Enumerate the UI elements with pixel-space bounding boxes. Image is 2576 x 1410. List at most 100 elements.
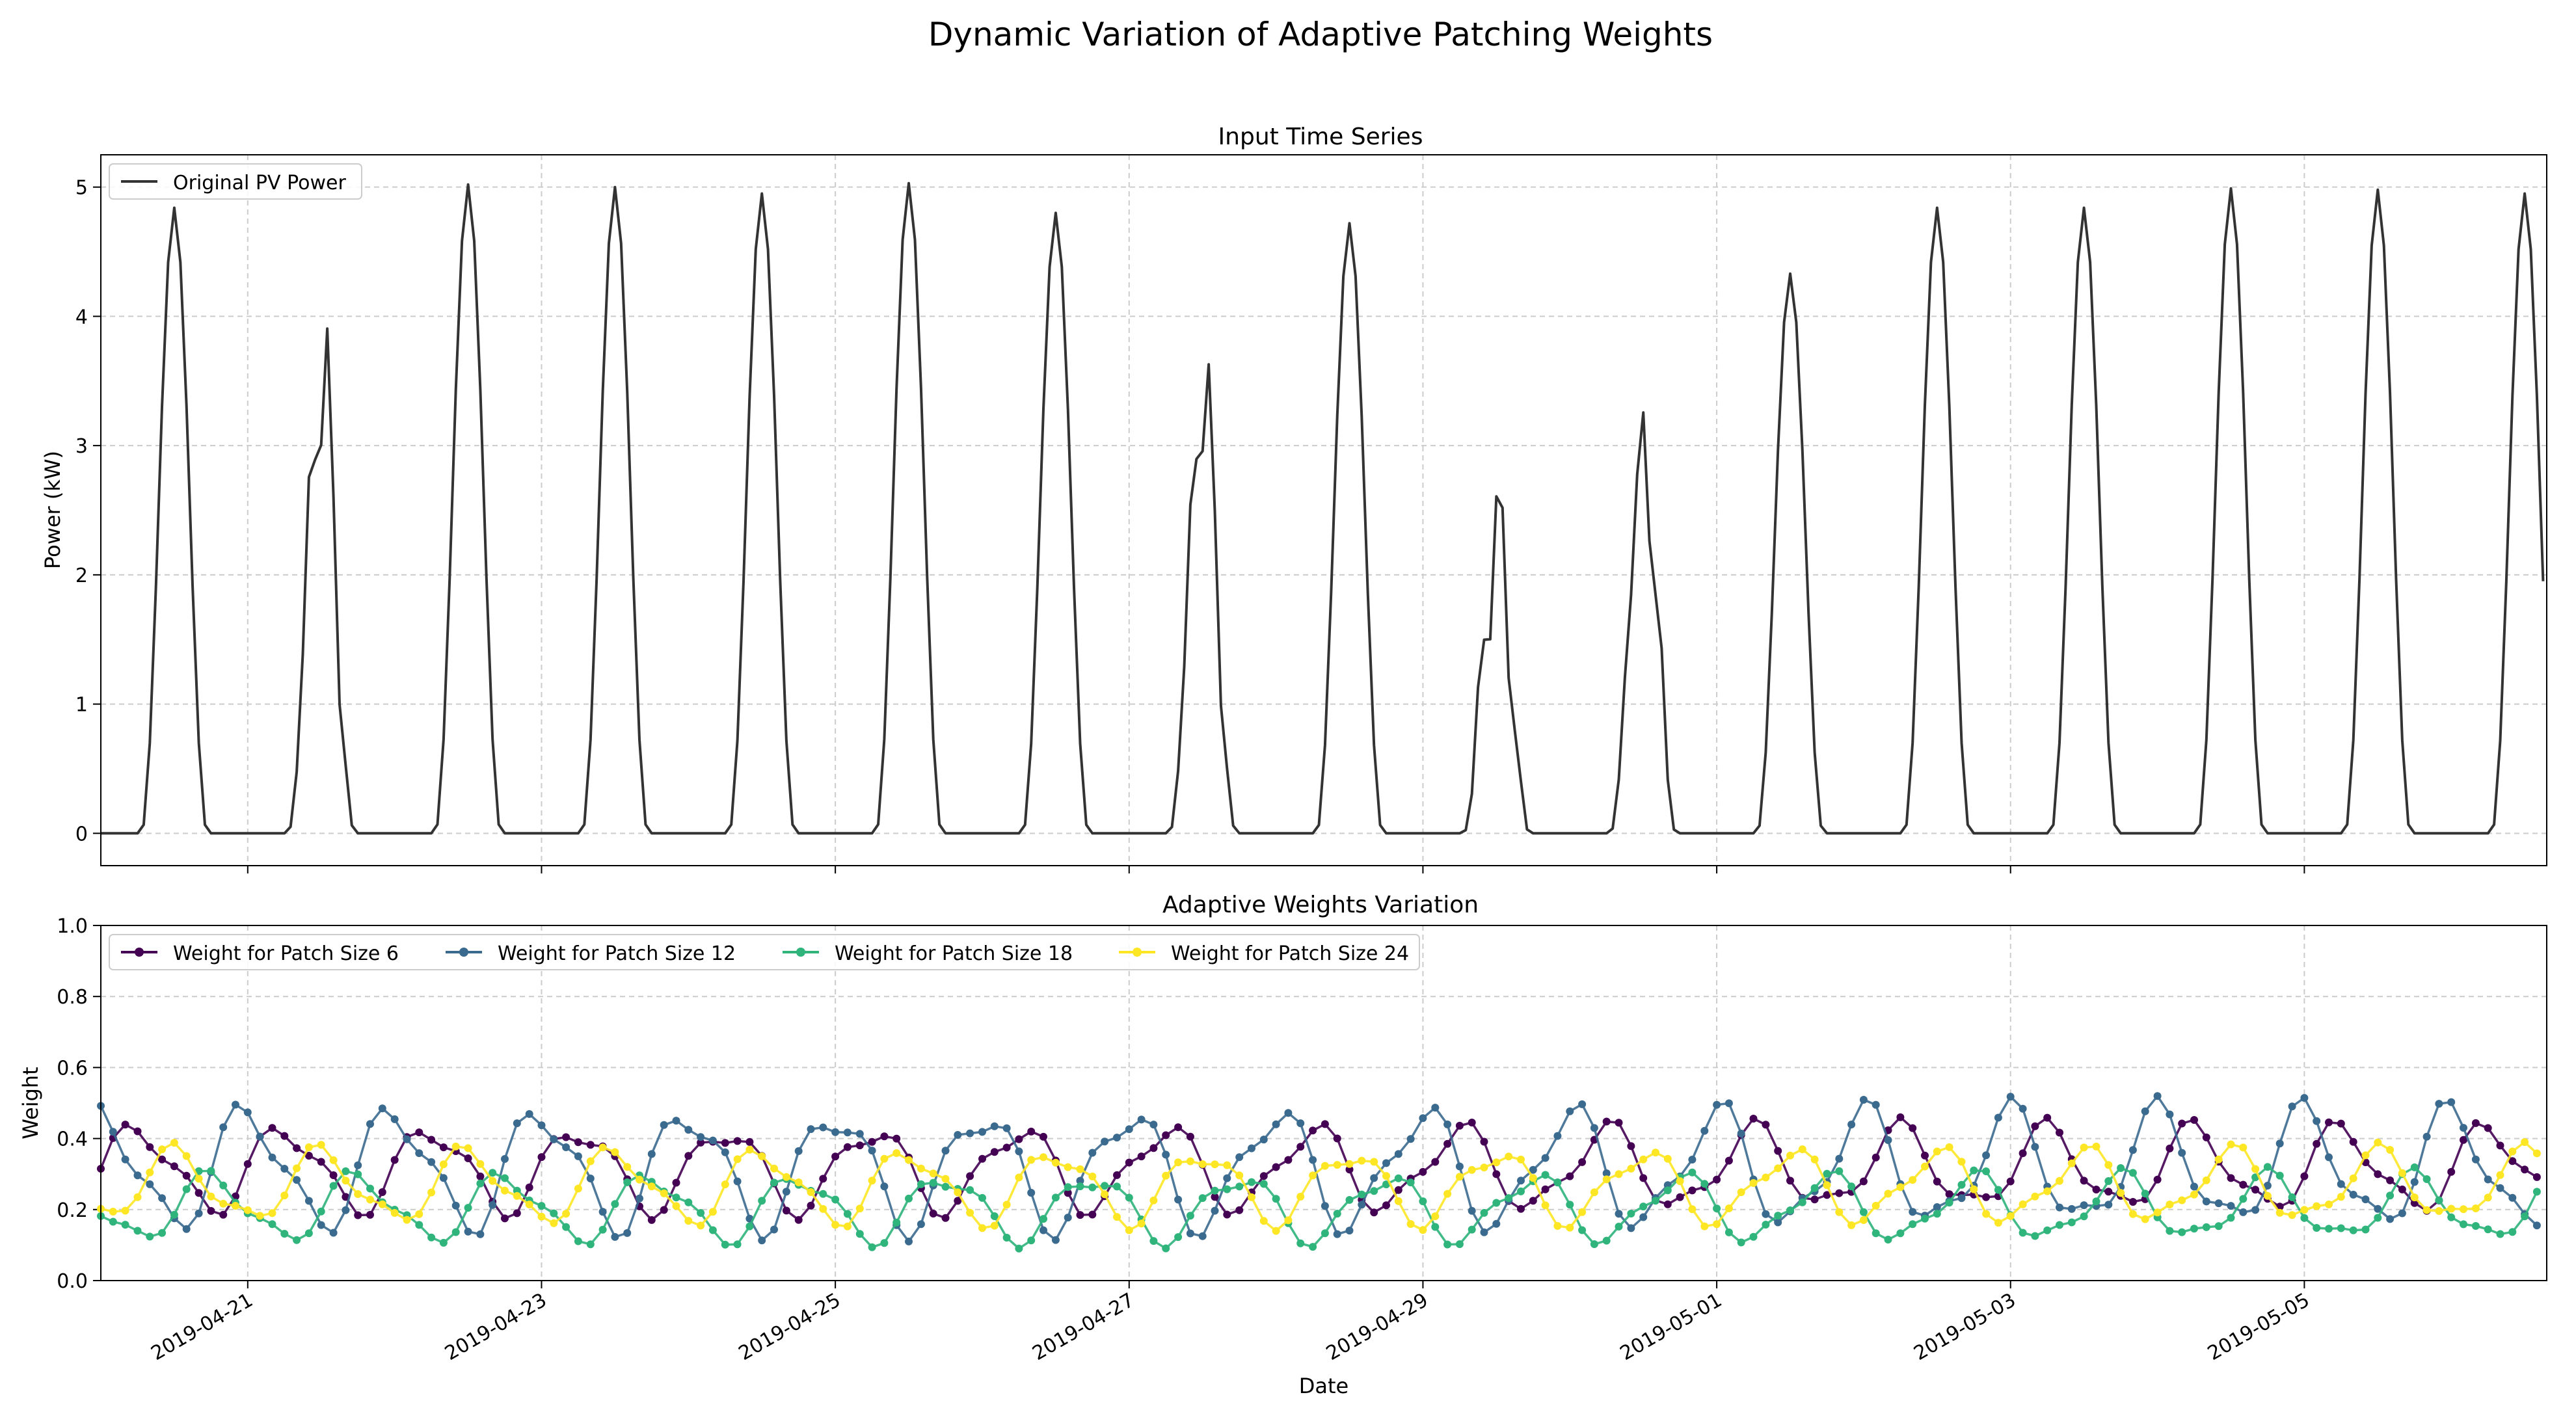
series-point-3 (1896, 1183, 1905, 1191)
series-point-1 (1872, 1100, 1880, 1109)
series-point-3 (1847, 1221, 1856, 1229)
series-point-0 (672, 1178, 680, 1187)
series-point-1 (2104, 1201, 2113, 1209)
series-point-1 (1639, 1213, 1648, 1221)
series-point-3 (1468, 1165, 1476, 1174)
series-point-2 (843, 1210, 852, 1218)
series-point-2 (1602, 1236, 1611, 1245)
series-point-0 (1284, 1156, 1293, 1164)
series-point-1 (2471, 1155, 2480, 1164)
series-point-2 (501, 1174, 509, 1182)
series-point-1 (304, 1197, 313, 1205)
series-point-2 (489, 1169, 497, 1177)
series-point-2 (1259, 1180, 1268, 1188)
series-point-2 (354, 1170, 362, 1178)
series-point-1 (1345, 1227, 1354, 1235)
series-point-3 (1713, 1220, 1721, 1229)
series-point-2 (2313, 1224, 2321, 1232)
series-point-1 (1419, 1114, 1427, 1123)
series-point-2 (1394, 1174, 1402, 1182)
series-point-1 (256, 1132, 264, 1141)
series-point-1 (537, 1121, 546, 1130)
series-point-1 (2288, 1102, 2296, 1111)
series-point-2 (1064, 1183, 1072, 1191)
series-point-1 (880, 1182, 889, 1191)
series-point-3 (1125, 1226, 1133, 1234)
series-point-1 (966, 1129, 974, 1137)
series-point-2 (2080, 1212, 2088, 1221)
series-point-0 (1933, 1177, 1941, 1186)
series-point-1 (109, 1128, 117, 1136)
series-point-0 (954, 1197, 962, 1205)
series-point-2 (1578, 1226, 1587, 1234)
series-point-1 (2300, 1094, 2309, 1102)
series-point-3 (905, 1156, 913, 1164)
series-point-1 (1909, 1208, 1917, 1216)
series-point-2 (2128, 1169, 2137, 1177)
series-point-2 (464, 1204, 472, 1212)
series-point-2 (2117, 1164, 2125, 1172)
power-ytick-label: 5 (75, 177, 88, 200)
series-point-2 (366, 1184, 374, 1193)
series-point-0 (170, 1162, 178, 1171)
series-point-2 (2031, 1232, 2039, 1240)
series-point-0 (2447, 1167, 2456, 1176)
series-point-3 (2251, 1165, 2260, 1173)
series-point-2 (1762, 1221, 1770, 1229)
series-point-1 (1762, 1210, 1770, 1218)
series-point-1 (2398, 1209, 2406, 1217)
series-point-2 (745, 1222, 754, 1230)
series-point-3 (1027, 1156, 1036, 1164)
series-point-3 (1064, 1163, 1072, 1171)
series-point-1 (415, 1149, 423, 1158)
series-point-3 (342, 1177, 350, 1185)
weights-ytick-label: 0.6 (57, 1057, 88, 1080)
series-point-1 (2374, 1204, 2382, 1213)
series-point-2 (855, 1230, 864, 1238)
series-point-3 (2374, 1138, 2382, 1147)
series-point-3 (2496, 1171, 2504, 1179)
series-point-2 (672, 1193, 680, 1202)
series-point-0 (2471, 1119, 2480, 1127)
series-point-1 (1333, 1230, 1341, 1238)
series-point-2 (1345, 1196, 1354, 1204)
series-point-0 (1235, 1206, 1244, 1214)
series-point-0 (1517, 1204, 1525, 1213)
series-point-1 (1994, 1113, 2002, 1122)
series-point-1 (329, 1229, 338, 1237)
series-point-2 (1541, 1171, 1550, 1179)
series-point-0 (2080, 1177, 2088, 1185)
power-ytick-label: 2 (75, 565, 88, 587)
series-point-0 (1835, 1189, 1844, 1197)
series-point-0 (243, 1160, 252, 1168)
series-point-2 (158, 1229, 167, 1237)
series-point-3 (1823, 1181, 1831, 1190)
series-point-0 (439, 1143, 448, 1152)
series-point-2 (2349, 1226, 2357, 1234)
series-point-2 (304, 1229, 313, 1238)
series-point-2 (1272, 1195, 1280, 1203)
series-point-1 (1137, 1115, 1146, 1124)
series-point-0 (1125, 1158, 1133, 1167)
series-point-3 (1909, 1176, 1917, 1184)
series-point-3 (501, 1186, 509, 1195)
series-point-3 (1835, 1208, 1844, 1216)
series-point-1 (708, 1136, 717, 1145)
series-point-1 (721, 1148, 729, 1156)
series-point-1 (268, 1153, 276, 1162)
series-point-1 (1688, 1156, 1697, 1164)
series-point-3 (1149, 1196, 1158, 1204)
series-point-0 (1615, 1119, 1623, 1127)
series-point-2 (2508, 1228, 2517, 1236)
series-point-2 (1627, 1210, 1635, 1217)
series-point-3 (133, 1193, 142, 1201)
series-point-2 (1724, 1228, 1733, 1236)
series-point-0 (2031, 1122, 2039, 1130)
series-point-1 (941, 1147, 950, 1155)
series-point-3 (2447, 1204, 2456, 1213)
series-point-3 (1406, 1220, 1415, 1228)
series-point-0 (2386, 1176, 2395, 1184)
series-point-1 (1847, 1121, 1856, 1128)
series-point-3 (636, 1175, 643, 1184)
series-point-2 (1419, 1197, 1427, 1206)
